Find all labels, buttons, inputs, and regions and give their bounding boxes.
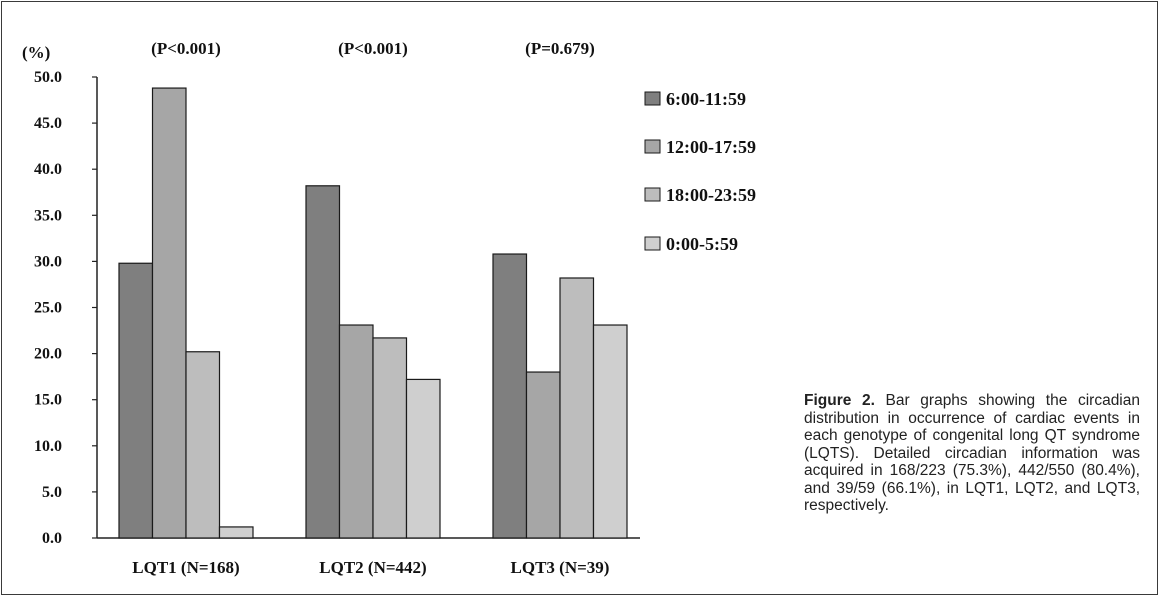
legend-swatch xyxy=(644,139,661,154)
legend-label: 6:00-11:59 xyxy=(666,89,746,109)
y-tick-label: 45.0 xyxy=(34,115,62,132)
y-tick-label: 0.0 xyxy=(42,530,62,547)
x-category-label: LQT3 (N=39) xyxy=(511,558,610,577)
bar-0-3 xyxy=(218,526,254,539)
bar-1-0 xyxy=(305,185,341,539)
y-tick-label: 25.0 xyxy=(34,300,62,317)
legend-label: 0:00-5:59 xyxy=(666,234,738,254)
p-value-label: (P<0.001) xyxy=(151,39,221,58)
x-category-label: LQT1 (N=168) xyxy=(132,558,239,577)
chart-bars xyxy=(118,87,628,539)
p-value-label: (P=0.679) xyxy=(525,39,595,58)
bar-1-1 xyxy=(338,324,374,539)
bar-2-0 xyxy=(492,253,528,539)
bar-2-2 xyxy=(559,277,595,539)
y-tick-label: 50.0 xyxy=(34,69,62,86)
x-axis-labels: LQT1 (N=168) LQT2 (N=442) LQT3 (N=39) xyxy=(132,558,609,577)
chart-legend: 6:00-11:59 12:00-17:59 18:00-23:59 0:00-5:5… xyxy=(644,89,756,254)
y-tick-label: 40.0 xyxy=(34,161,62,178)
bar-0-2 xyxy=(185,351,221,539)
bar-0-1 xyxy=(151,87,187,539)
bar-2-1 xyxy=(525,371,561,539)
y-axis-label: (%) xyxy=(22,43,50,62)
caption-text: Bar graphs showing the circadian distrib… xyxy=(804,392,1140,514)
bar-1-3 xyxy=(405,378,441,539)
figure-caption: Figure 2. Bar graphs showing the circadi… xyxy=(804,392,1140,515)
legend-swatch xyxy=(644,187,661,202)
legend-swatch xyxy=(644,236,661,251)
bar-1-2 xyxy=(372,337,408,539)
legend-swatch xyxy=(644,91,661,106)
bar-2-3 xyxy=(592,324,628,539)
legend-label: 18:00-23:59 xyxy=(666,185,756,205)
y-tick-label: 5.0 xyxy=(42,484,62,501)
p-value-labels: (P<0.001) (P<0.001) (P=0.679) xyxy=(151,39,595,58)
caption-lead: Figure 2. xyxy=(804,392,875,409)
bar-0-0 xyxy=(118,262,154,539)
y-axis-ticks: 0.0 5.0 10.0 15.0 20.0 25.0 30.0 35.0 40.0 45.0 50… xyxy=(34,69,97,547)
x-category-label: LQT2 (N=442) xyxy=(319,558,426,577)
legend-label: 12:00-17:59 xyxy=(666,137,756,157)
y-tick-label: 35.0 xyxy=(34,207,62,224)
y-tick-label: 20.0 xyxy=(34,346,62,363)
p-value-label: (P<0.001) xyxy=(338,39,408,58)
y-tick-label: 15.0 xyxy=(34,392,62,409)
y-tick-label: 30.0 xyxy=(34,253,62,270)
y-tick-label: 10.0 xyxy=(34,438,62,455)
